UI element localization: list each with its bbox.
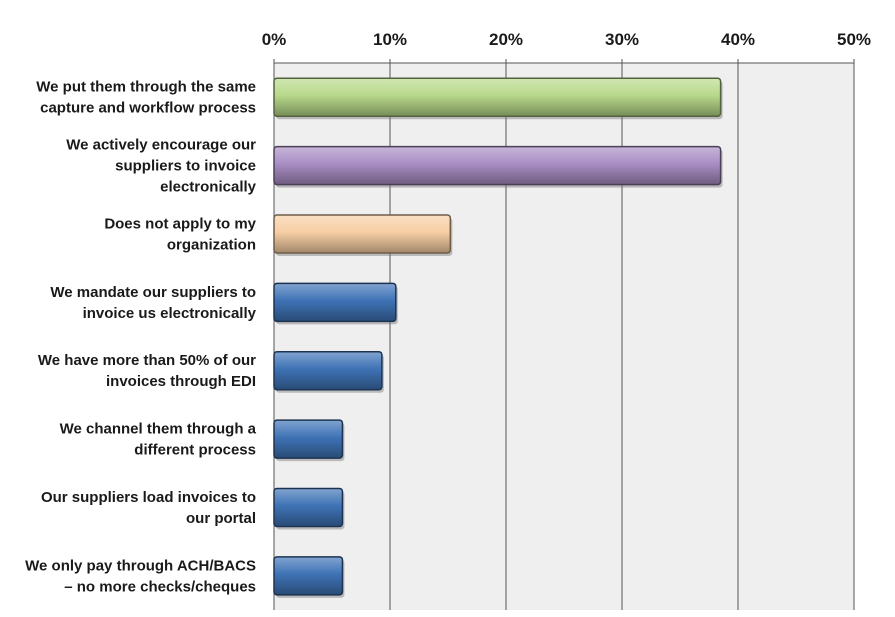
category-label: We only pay through ACH/BACS – no more ch… (25, 557, 256, 595)
x-tick-label: 20% (489, 30, 523, 49)
category-label: We actively encourage our suppliers to in… (66, 137, 256, 196)
bar (273, 282, 397, 323)
plot-area (274, 63, 854, 610)
bar (273, 556, 344, 596)
category-label: We channel them through a different proce… (60, 421, 257, 459)
category-label: Does not apply to my organization (104, 215, 256, 253)
x-tick-label: 50% (837, 30, 871, 49)
bar (273, 77, 722, 117)
bar (273, 487, 344, 528)
x-tick-label: 30% (605, 30, 639, 49)
bar (273, 350, 383, 391)
x-tick-label: 10% (373, 30, 407, 49)
category-label: We have more than 50% of our invoices thr… (38, 352, 256, 390)
category-label: Our suppliers load invoices to our portal (41, 489, 256, 527)
bar (273, 145, 722, 186)
x-tick-label: 40% (721, 30, 755, 49)
x-tick-label: 0% (262, 30, 287, 49)
category-label: We mandate our suppliers to invoice us el… (50, 284, 256, 322)
bar (273, 214, 452, 254)
bar (273, 419, 344, 459)
category-label: We put them through the same capture and … (36, 79, 256, 117)
